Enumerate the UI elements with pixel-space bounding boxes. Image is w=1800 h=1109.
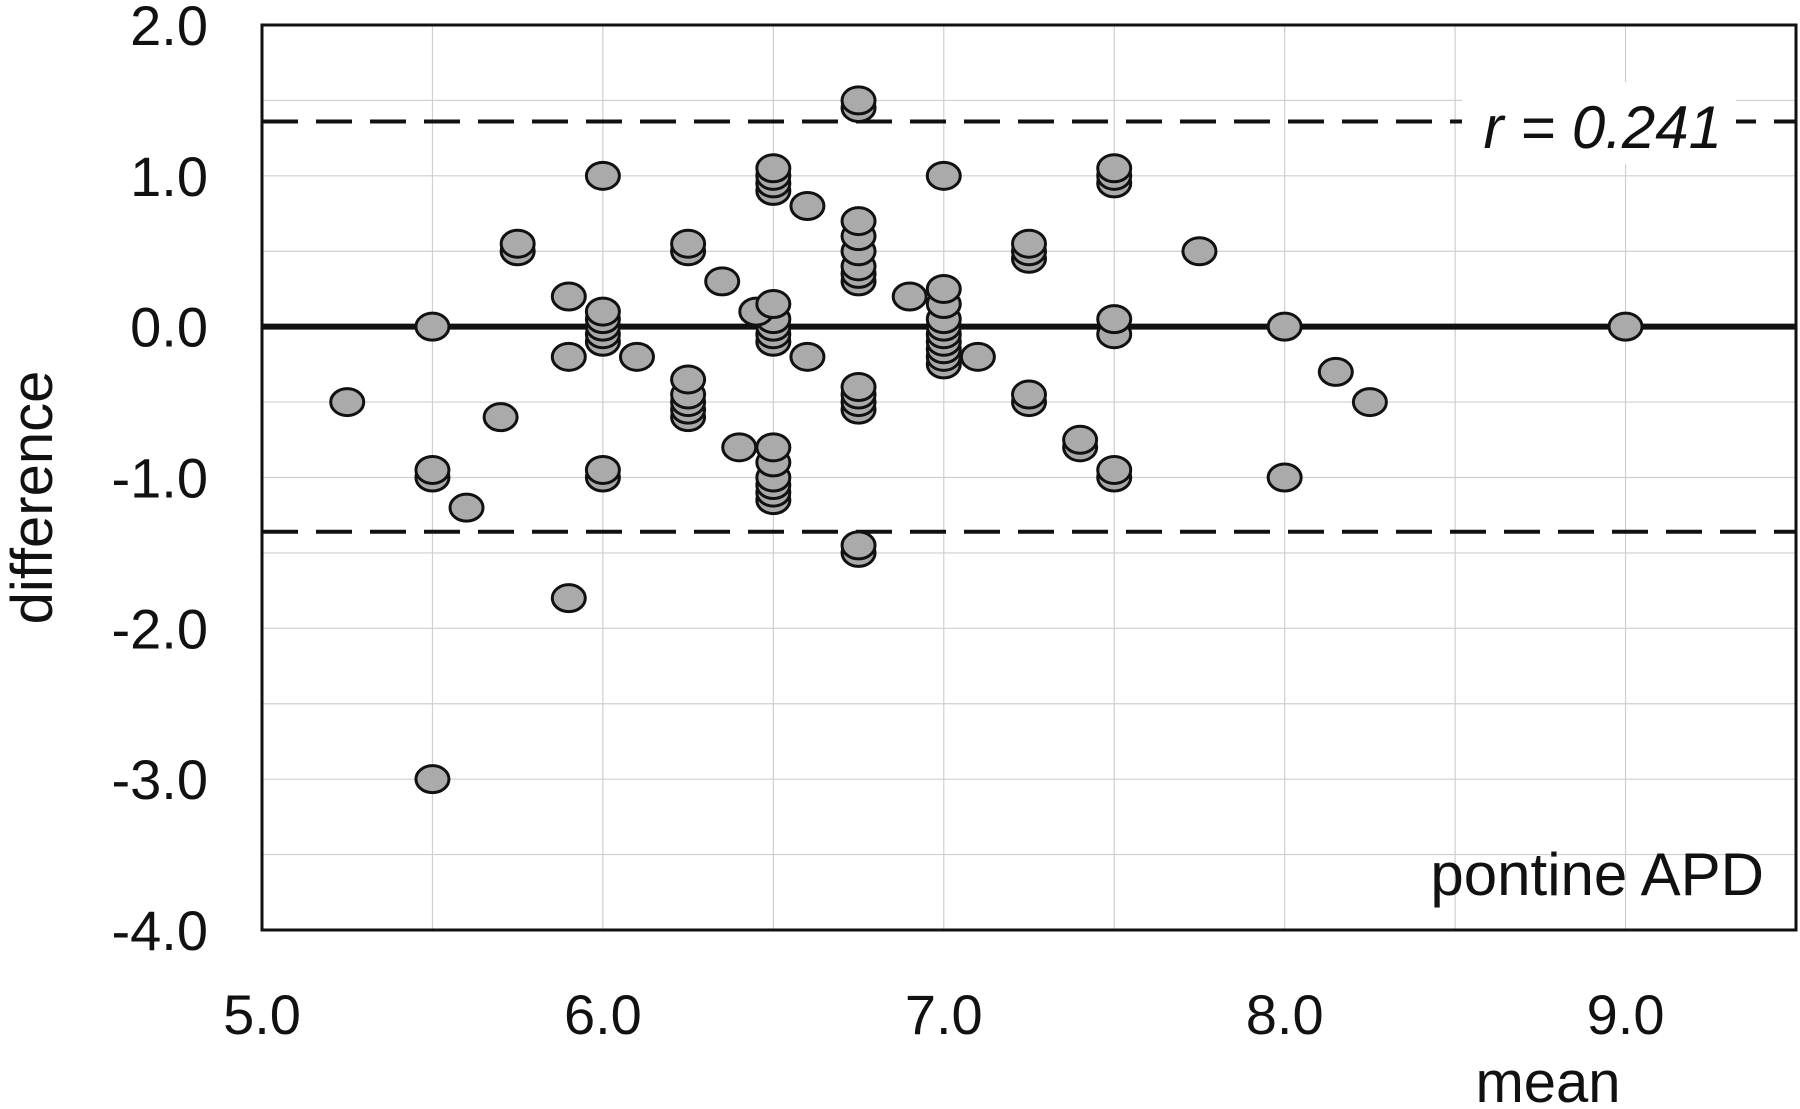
data-point — [891, 281, 928, 312]
data-point — [1096, 304, 1133, 335]
plot-frame — [260, 23, 1798, 932]
data-point — [840, 530, 877, 561]
data-point — [618, 341, 655, 372]
data-point — [1317, 356, 1354, 387]
y-tick-label: -3.0 — [112, 748, 209, 811]
y-tick-label: 2.0 — [130, 0, 208, 57]
y-tick-label: 0.0 — [130, 296, 208, 359]
x-tick-label: 7.0 — [905, 983, 983, 1046]
region-label: pontine APD — [1430, 841, 1764, 908]
data-point — [755, 153, 792, 184]
data-point — [755, 289, 792, 320]
data-point — [550, 341, 587, 372]
data-point — [670, 228, 707, 259]
data-point — [1011, 228, 1047, 259]
data-point — [448, 492, 485, 523]
data-point — [704, 266, 741, 297]
x-axis-title: mean — [1475, 1050, 1620, 1109]
data-point — [925, 160, 962, 191]
x-tick-label: 9.0 — [1587, 983, 1665, 1046]
data-point — [959, 341, 996, 372]
data-point — [414, 454, 451, 485]
data-point — [840, 85, 877, 116]
y-tick-label: -4.0 — [112, 899, 209, 962]
data-point — [584, 296, 621, 327]
data-point — [925, 273, 962, 304]
data-point — [840, 372, 877, 402]
y-axis-title: difference — [0, 371, 65, 625]
r-label: r = 0.241 — [1483, 94, 1722, 161]
data-point — [840, 206, 877, 237]
x-tick-labels: 5.0 6.0 7.0 8.0 9.0 — [223, 983, 1664, 1046]
data-point — [550, 281, 587, 312]
data-point — [414, 764, 451, 795]
data-point — [499, 228, 536, 259]
y-tick-label: -2.0 — [112, 597, 209, 660]
x-tick-label: 5.0 — [223, 983, 301, 1046]
data-point — [584, 160, 621, 191]
data-point — [329, 387, 366, 418]
data-point — [550, 583, 587, 614]
r-label-background — [1462, 82, 1736, 164]
data-point — [482, 402, 519, 433]
data-point — [755, 432, 792, 463]
data-point — [414, 311, 451, 342]
data-point — [1181, 236, 1218, 267]
data-point — [789, 341, 826, 372]
data-point — [584, 454, 621, 485]
data-point — [1062, 424, 1099, 455]
y-tick-labels: 2.0 1.0 0.0 -1.0 -2.0 -3.0 -4.0 — [112, 0, 209, 962]
x-tick-label: 6.0 — [564, 983, 642, 1046]
y-tick-label: 1.0 — [130, 145, 208, 208]
x-tick-label: 8.0 — [1246, 983, 1324, 1046]
data-point — [1607, 311, 1644, 342]
y-tick-label: -1.0 — [112, 447, 209, 510]
data-point — [1266, 462, 1303, 493]
data-point — [1266, 311, 1303, 342]
data-point — [1011, 379, 1047, 410]
data-point — [1351, 387, 1388, 418]
data-point — [1096, 454, 1133, 485]
data-points — [329, 85, 1644, 795]
data-point — [670, 364, 707, 395]
data-point — [789, 191, 826, 221]
reference-lines — [262, 119, 1796, 534]
data-point — [721, 432, 758, 463]
data-point — [1096, 153, 1133, 184]
